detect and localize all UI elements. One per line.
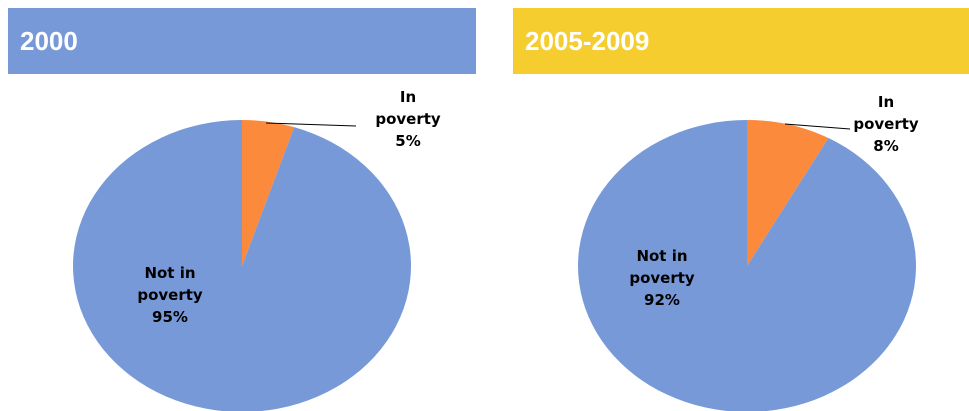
pie-slice-not-in-poverty [578, 120, 916, 411]
slice-label-not-in-poverty: Not in poverty 92% [629, 247, 695, 309]
pie-chart: In poverty 5% Not in poverty 95% [73, 88, 441, 411]
chart-panel-2000: 2000 In poverty 5% Not in poverty 95% [0, 0, 476, 411]
pie-slice-in-poverty [242, 120, 295, 266]
pie-chart: In poverty 8% Not in poverty 92% [578, 93, 919, 411]
leader-line [265, 122, 357, 127]
chart-title: 2000 [20, 25, 78, 56]
pie-slice-not-in-poverty [73, 120, 411, 411]
pie-slice-in-poverty [747, 120, 829, 266]
chart-title-banner: 2005-2009 [513, 8, 969, 74]
leader-line [784, 123, 851, 130]
chart-panel-2005-2009: 2005-2009 In poverty 8% Not in poverty 92% [505, 0, 969, 411]
slice-label-in-poverty: In poverty 8% [853, 93, 919, 155]
chart-title-banner: 2000 [8, 8, 476, 74]
slice-label-in-poverty: In poverty 5% [375, 88, 441, 150]
chart-title: 2005-2009 [525, 25, 650, 56]
slice-label-not-in-poverty: Not in poverty 95% [137, 264, 203, 326]
